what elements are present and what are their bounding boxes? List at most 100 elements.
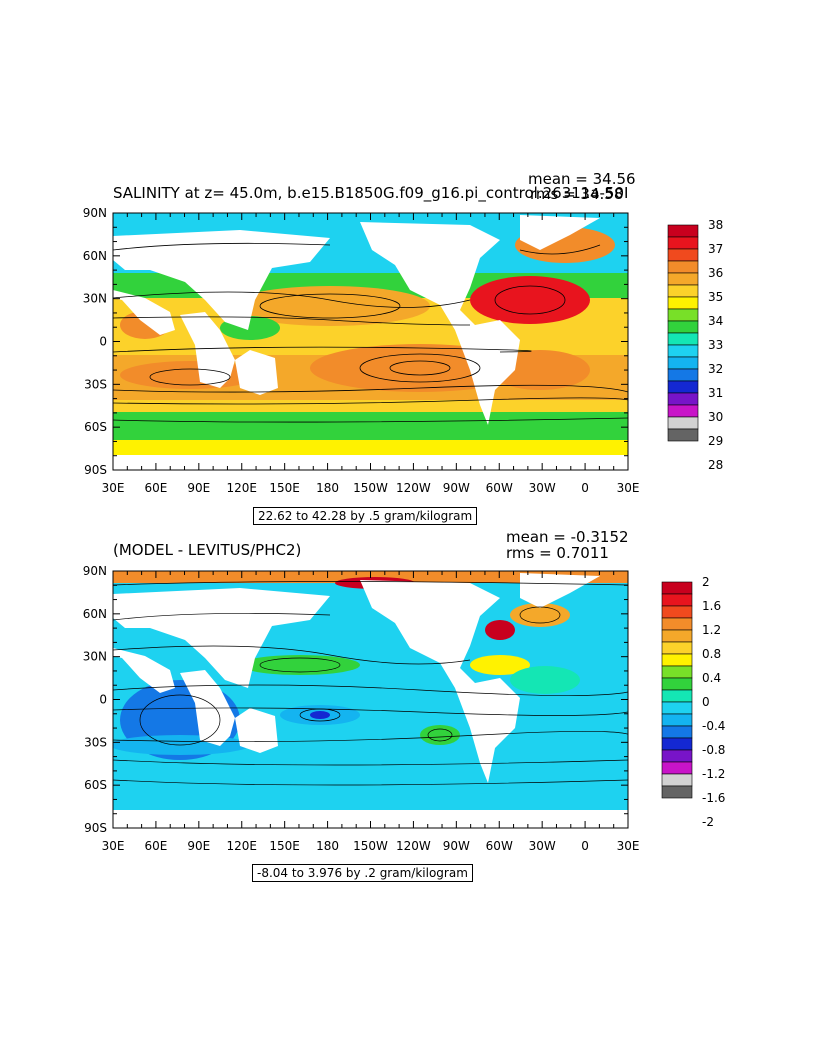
colorbar-label: 0.8 xyxy=(702,647,721,661)
colorbar-swatch xyxy=(667,428,699,442)
lat-tick-label: 30S xyxy=(84,377,107,391)
panel1-ocean-field xyxy=(113,213,628,470)
lat-tick-label: 90N xyxy=(83,564,107,578)
colorbar-label: 31 xyxy=(708,386,723,400)
colorbar-label: 1.6 xyxy=(702,599,721,613)
lat-tick-label: 30N xyxy=(83,292,107,306)
colorbar-swatch xyxy=(667,248,699,262)
lat-tick-label: 90S xyxy=(84,821,107,835)
panel1-rms-label: rms = 34.58 xyxy=(530,185,624,203)
colorbar-label: 29 xyxy=(708,434,723,448)
colorbar-swatch xyxy=(661,785,693,799)
colorbar-swatch xyxy=(661,761,693,775)
colorbar-swatch xyxy=(661,653,693,667)
colorbar-label: 28 xyxy=(708,458,723,472)
panel1-map: 90N 60N 30N 0 30S 60S 90S 30E 60E 90E 120E 150E 180 1… xyxy=(83,206,640,495)
colorbar-label: 35 xyxy=(708,290,723,304)
colorbar-swatch xyxy=(667,416,699,430)
colorbar-label: -0.8 xyxy=(702,743,725,757)
colorbar-swatch xyxy=(667,308,699,322)
lat-tick-label: 0 xyxy=(99,335,107,349)
colorbar-swatch xyxy=(667,380,699,394)
colorbar-label: 36 xyxy=(708,266,723,280)
colorbar-swatch xyxy=(667,404,699,418)
colorbar-swatch xyxy=(661,773,693,787)
colorbar-swatch xyxy=(667,392,699,406)
colorbar-swatch xyxy=(661,701,693,715)
lat-tick-label: 60S xyxy=(84,420,107,434)
lon-tick-label: 60W xyxy=(486,481,513,495)
colorbar-swatch xyxy=(667,356,699,370)
lon-tick-label: 150E xyxy=(269,839,300,853)
lat-tick-label: 30N xyxy=(83,650,107,664)
colorbar-label: 38 xyxy=(708,218,723,232)
colorbar-swatch xyxy=(667,284,699,298)
colorbar-swatch xyxy=(661,713,693,727)
colorbar-swatch xyxy=(667,368,699,382)
lat-tick-label: 30S xyxy=(84,735,107,749)
lat-tick-label: 60N xyxy=(83,607,107,621)
colorbar-swatch xyxy=(661,677,693,691)
colorbar-label: 2 xyxy=(702,575,710,589)
colorbar-swatch xyxy=(661,689,693,703)
colorbar-swatch xyxy=(667,296,699,310)
colorbar-label: 32 xyxy=(708,362,723,376)
panel2-mean-label: mean = -0.3152 xyxy=(506,528,629,546)
colorbar-label: 33 xyxy=(708,338,723,352)
lon-tick-label: 60E xyxy=(144,481,167,495)
lon-tick-label: 30E xyxy=(617,481,640,495)
colorbar-swatch xyxy=(667,260,699,274)
lon-tick-label: 30E xyxy=(102,839,125,853)
colorbar-swatch xyxy=(661,737,693,751)
colorbar-swatch xyxy=(667,332,699,346)
colorbar-swatch xyxy=(667,224,699,238)
panel2-ticks: 90N 60N 30N 0 30S 60S 90S 30E 60E 90E 120E 150E 180 1… xyxy=(83,564,640,853)
lon-tick-label: 60W xyxy=(486,839,513,853)
lon-tick-label: 120W xyxy=(396,839,431,853)
lon-tick-label: 150E xyxy=(269,481,300,495)
panel2-map: 90N 60N 30N 0 30S 60S 90S 30E 60E 90E 120E 150E 180 1… xyxy=(83,564,640,853)
lon-tick-label: 30W xyxy=(529,481,556,495)
lon-tick-label: 120W xyxy=(396,481,431,495)
lon-tick-label: 180 xyxy=(316,481,339,495)
lon-tick-label: 120E xyxy=(227,839,258,853)
colorbar-label: -0.4 xyxy=(702,719,725,733)
colorbar-swatch xyxy=(661,617,693,631)
colorbar-swatch xyxy=(667,344,699,358)
panel1-range-label: 22.62 to 42.28 by .5 gram/kilogram xyxy=(253,507,478,525)
lon-tick-label: 150W xyxy=(353,839,388,853)
lat-tick-label: 60N xyxy=(83,249,107,263)
panel1-ticks: 90N 60N 30N 0 30S 60S 90S 30E 60E 90E 120E 150E 180 1… xyxy=(83,206,640,495)
lon-tick-label: 30W xyxy=(529,839,556,853)
colorbar-label: 1.2 xyxy=(702,623,721,637)
lat-tick-label: 60S xyxy=(84,778,107,792)
colorbar-label: -1.2 xyxy=(702,767,725,781)
panel1-colorbar: 38 37 36 35 34 33 32 31 30 29 28 xyxy=(667,218,723,472)
colorbar-label: 37 xyxy=(708,242,723,256)
lat-tick-label: 0 xyxy=(99,693,107,707)
panel2-rms-label: rms = 0.7011 xyxy=(506,544,609,562)
colorbar-swatch xyxy=(667,272,699,286)
panel2-title: (MODEL - LEVITUS/PHC2) xyxy=(113,541,302,559)
colorbar-label: 0.4 xyxy=(702,671,721,685)
lon-tick-label: 120E xyxy=(227,481,258,495)
lon-tick-label: 30E xyxy=(617,839,640,853)
lat-tick-label: 90S xyxy=(84,463,107,477)
colorbar-swatch xyxy=(661,749,693,763)
colorbar-swatch xyxy=(661,665,693,679)
colorbar-swatch xyxy=(667,320,699,334)
lon-tick-label: 90W xyxy=(443,839,470,853)
colorbar-label: 0 xyxy=(702,695,710,709)
lon-tick-label: 0 xyxy=(581,839,589,853)
colorbar-label: -1.6 xyxy=(702,791,725,805)
colorbar-label: -2 xyxy=(702,815,714,829)
colorbar-swatch xyxy=(661,593,693,607)
colorbar-swatch xyxy=(661,605,693,619)
panel2-ocean-field xyxy=(113,571,628,828)
colorbar-swatch xyxy=(661,641,693,655)
lon-tick-label: 90W xyxy=(443,481,470,495)
panel1-mean-label: mean = 34.56 xyxy=(528,170,636,188)
lon-tick-label: 30E xyxy=(102,481,125,495)
lat-tick-label: 90N xyxy=(83,206,107,220)
panel2-range-label: -8.04 to 3.976 by .2 gram/kilogram xyxy=(252,864,473,882)
